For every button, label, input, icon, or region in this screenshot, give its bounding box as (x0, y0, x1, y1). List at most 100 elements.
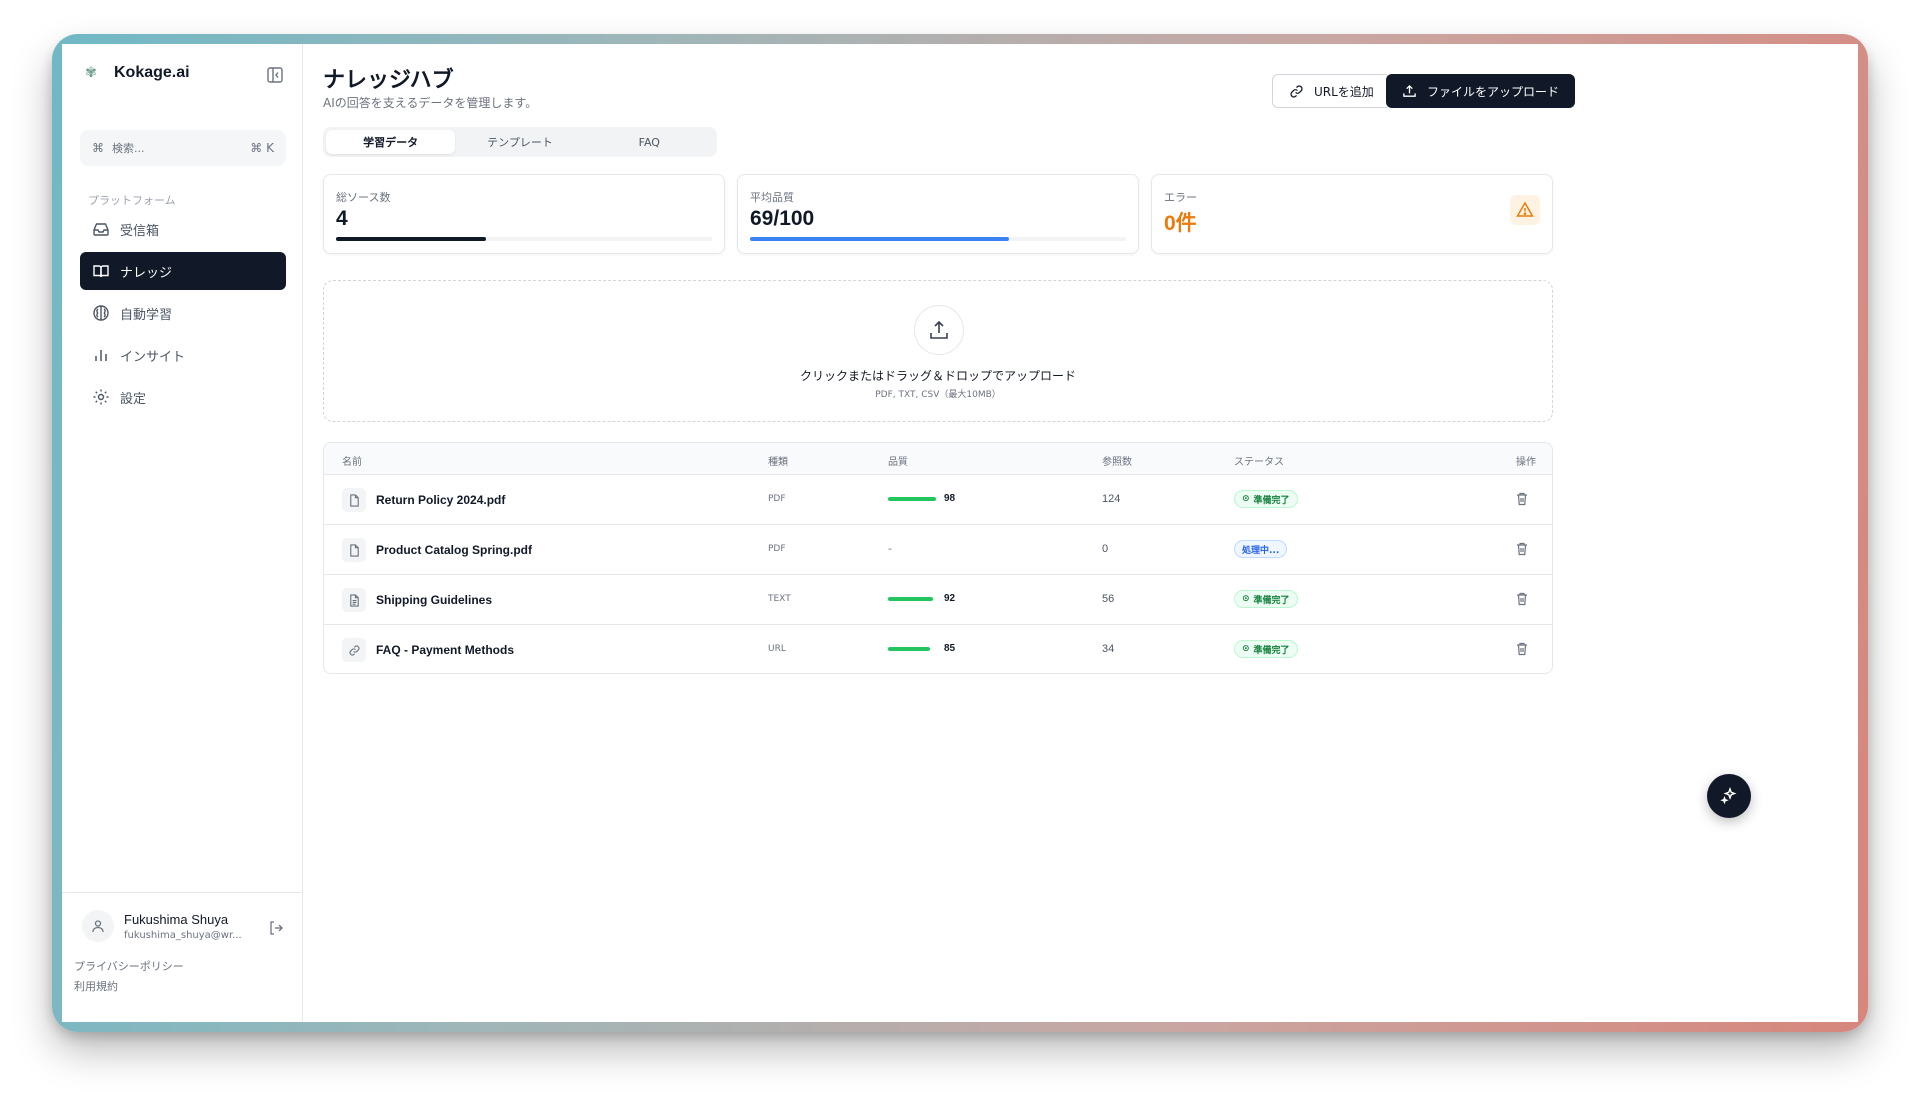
brain-icon (93, 305, 109, 321)
sidebar-collapse-icon[interactable] (266, 66, 284, 84)
user-email: fukushima_shuya@wr... (124, 929, 242, 941)
sidebar-item-label: 自動学習 (120, 307, 173, 323)
file-text-icon (342, 588, 366, 612)
status-badge: ⊙ 準備完了 (1234, 490, 1298, 508)
column-header-type[interactable]: 種類 (768, 457, 788, 468)
source-type: URL (768, 644, 786, 654)
upload-dropzone[interactable]: クリックまたはドラッグ＆ドロップでアップロード PDF, TXT, CSV（最大… (323, 280, 1553, 422)
check-circle-icon: ⊙ (1242, 594, 1250, 604)
trash-icon[interactable] (1514, 491, 1530, 507)
stat-card-quality: 平均品質 69/100 (737, 174, 1139, 254)
tab-learning-data[interactable]: 学習データ (326, 130, 456, 154)
user-profile[interactable]: Fukushima Shuya fukushima_shuya@wr... (82, 910, 242, 942)
sidebar-item-label: 設定 (120, 391, 147, 407)
status-badge: ⊙ 準備完了 (1234, 590, 1298, 608)
column-header-status[interactable]: ステータス (1234, 457, 1284, 468)
stat-label: エラー (1164, 191, 1197, 204)
reference-count: 56 (1102, 593, 1115, 605)
bar-chart-icon (95, 350, 107, 361)
reference-count: 124 (1102, 493, 1121, 505)
inbox-icon (93, 223, 109, 236)
table-row[interactable]: Product Catalog Spring.pdf PDF - 0 処理中..… (324, 525, 1552, 575)
sidebar-item-settings[interactable]: 設定 (80, 378, 286, 416)
progress-fill (750, 237, 1010, 241)
table-header: 名前 種類 品質 参照数 ステータス 操作 (324, 443, 1552, 475)
stat-label: 平均品質 (750, 191, 794, 204)
source-type: PDF (768, 544, 786, 554)
tab-faq[interactable]: FAQ (638, 135, 660, 149)
page-title: ナレッジハブ (323, 68, 454, 93)
dropzone-hint: PDF, TXT, CSV（最大10MB） (875, 390, 1001, 400)
quality-bar (888, 597, 933, 601)
reference-count: 0 (1102, 543, 1109, 555)
page-subtitle: AIの回答を支えるデータを管理します。 (323, 96, 538, 110)
user-name: Fukushima Shuya (124, 911, 229, 927)
stat-label: 総ソース数 (336, 191, 391, 204)
sidebar-item-label: 受信箱 (120, 223, 160, 239)
stat-value: 0件 (1164, 212, 1197, 235)
brand[interactable]: ✾ Kokage.ai (82, 64, 190, 82)
link-icon (1290, 84, 1303, 98)
logo-icon: ✾ (85, 65, 97, 81)
quality-value: - (888, 542, 892, 555)
stat-card-errors: エラー 0件 (1151, 174, 1553, 254)
tab-templates[interactable]: テンプレート (487, 136, 553, 149)
column-header-quality[interactable]: 品質 (888, 457, 908, 468)
sidebar-item-label: ナレッジ (120, 265, 173, 281)
trash-icon[interactable] (1514, 641, 1530, 657)
book-icon (93, 265, 109, 278)
status-badge: 処理中... (1234, 540, 1288, 558)
add-url-button[interactable]: URLを追加 (1272, 74, 1391, 108)
table-row[interactable]: Return Policy 2024.pdf PDF 98 124 ⊙ 準備完了 (324, 475, 1552, 525)
column-header-name[interactable]: 名前 (342, 457, 362, 468)
search-input[interactable]: ⌘ 検索... ⌘ K (80, 130, 286, 166)
upload-icon (914, 305, 964, 355)
column-header-actions: 操作 (1516, 457, 1536, 468)
tab-bar: 学習データ テンプレート FAQ (323, 127, 717, 157)
trash-icon[interactable] (1514, 591, 1530, 607)
sidebar-item-inbox[interactable]: 受信箱 (80, 210, 286, 248)
progress-track (336, 237, 712, 241)
upload-file-button[interactable]: ファイルをアップロード (1386, 74, 1576, 108)
source-name: FAQ - Payment Methods (376, 643, 515, 657)
quality-value: 92 (944, 593, 956, 604)
stat-value: 69/100 (750, 207, 815, 230)
source-name: Return Policy 2024.pdf (376, 493, 506, 507)
sidebar-item-auto-learning[interactable]: 自動学習 (80, 294, 286, 332)
sidebar-nav: 受信箱 ナレッジ 自動学習 インサイト 設定 (80, 210, 286, 420)
logout-icon[interactable] (268, 920, 284, 936)
source-name: Shipping Guidelines (376, 593, 493, 607)
search-shortcut: ⌘ K (250, 141, 274, 155)
table-row[interactable]: FAQ - Payment Methods URL 85 34 ⊙ 準備完了 (324, 625, 1552, 673)
dropzone-title: クリックまたはドラッグ＆ドロップでアップロード (799, 369, 1076, 383)
source-name: Product Catalog Spring.pdf (376, 543, 532, 557)
check-circle-icon: ⊙ (1242, 494, 1250, 504)
column-header-refs[interactable]: 参照数 (1102, 457, 1132, 468)
source-type: PDF (768, 494, 786, 504)
upload-icon (1403, 84, 1416, 97)
app-frame: ✾ Kokage.ai ⌘ 検索... ⌘ K プラットフォーム 受信箱 ナレ (52, 34, 1868, 1032)
link-icon (342, 638, 366, 662)
avatar (82, 910, 114, 942)
stat-value: 4 (336, 207, 348, 230)
progress-fill (336, 237, 487, 241)
stat-card-sources: 総ソース数 4 (323, 174, 725, 254)
main-content: ナレッジハブ AIの回答を支えるデータを管理します。 URLを追加 ファイルをア… (303, 44, 1858, 1022)
sidebar-item-knowledge[interactable]: ナレッジ (80, 252, 286, 290)
command-icon: ⌘ (92, 141, 104, 155)
reference-count: 34 (1102, 643, 1115, 655)
sources-table: 名前 種類 品質 参照数 ステータス 操作 Return Policy 2024… (323, 442, 1553, 674)
warning-icon (1510, 195, 1540, 225)
table-row[interactable]: Shipping Guidelines TEXT 92 56 ⊙ 準備完了 (324, 575, 1552, 625)
sparkle-icon (1720, 787, 1737, 805)
app-name: Kokage.ai (114, 64, 190, 81)
privacy-policy-link[interactable]: プライバシーポリシー (74, 960, 184, 973)
sidebar-item-insight[interactable]: インサイト (80, 336, 286, 374)
sidebar-item-label: インサイト (120, 349, 186, 365)
terms-link[interactable]: 利用規約 (74, 980, 118, 993)
file-icon (342, 538, 366, 562)
sidebar: ✾ Kokage.ai ⌘ 検索... ⌘ K プラットフォーム 受信箱 ナレ (62, 44, 303, 1022)
trash-icon[interactable] (1514, 541, 1530, 557)
section-label: プラットフォーム (88, 195, 176, 207)
ai-assistant-button[interactable] (1707, 774, 1751, 818)
